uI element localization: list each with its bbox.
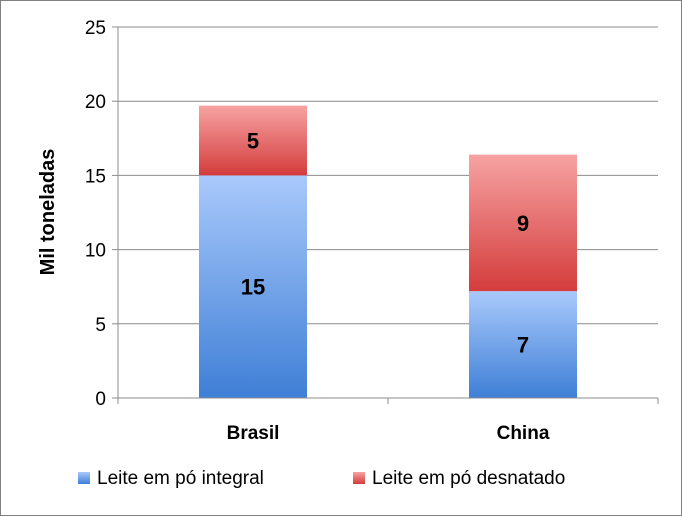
- y-tick-label: 0: [95, 389, 106, 410]
- data-label: 5: [247, 129, 259, 154]
- data-label: 15: [241, 275, 265, 300]
- legend-swatch: [353, 472, 365, 484]
- bar-segment-brasil-1: [199, 105, 307, 176]
- axes: [112, 26, 659, 404]
- y-tick-label: 15: [85, 166, 106, 187]
- legend-swatch: [78, 472, 90, 484]
- labels: 0 5 10 15 20 25 15 5 Brasil 7 9 China: [85, 18, 550, 444]
- bar-segment-china-0: [469, 291, 577, 398]
- y-tick-label: 25: [85, 18, 106, 39]
- data-label: 7: [517, 333, 529, 358]
- legend-label: Leite em pó desnatado: [372, 468, 565, 489]
- bars: [199, 105, 577, 398]
- y-tick-label: 10: [85, 241, 106, 262]
- x-category-label: China: [497, 423, 550, 444]
- legend-label: Leite em pó integral: [97, 468, 264, 489]
- x-category-label: Brasil: [227, 423, 280, 444]
- y-axis-label: Mil toneladas: [37, 149, 59, 276]
- bar-segment-china-1: [469, 154, 577, 292]
- data-label: 9: [517, 211, 529, 236]
- legend: Leite em pó integral Leite em pó desnatad…: [78, 468, 565, 489]
- y-tick-label: 5: [95, 315, 106, 336]
- bar-segment-brasil-0: [199, 175, 307, 398]
- y-tick-label: 20: [85, 92, 106, 113]
